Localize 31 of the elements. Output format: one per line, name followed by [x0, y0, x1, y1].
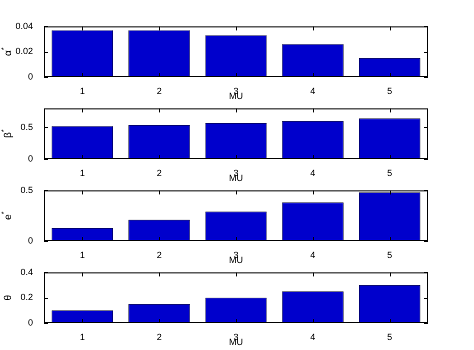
x-tick-label: 1 [80, 250, 85, 260]
y-tick-label: 0.04 [15, 20, 33, 31]
x-tick-label: 4 [310, 250, 316, 260]
x-tick-label: 2 [156, 86, 162, 96]
x-tick-label: 5 [387, 250, 392, 260]
x-tick-label: 2 [156, 250, 162, 260]
x-tick-label: 4 [310, 168, 316, 178]
x-tick-label: 2 [156, 332, 162, 342]
x-tick-label: 3 [233, 86, 239, 96]
y-tick-label: 0.4 [20, 266, 33, 277]
x-tick-label: 5 [387, 168, 392, 178]
x-tick-label: 1 [80, 86, 85, 96]
x-tick-label: 2 [156, 168, 162, 178]
x-tick-label: 4 [310, 332, 316, 342]
y-tick-label: 0.5 [20, 122, 33, 132]
y-tick-label: 0.02 [15, 46, 33, 56]
y-tick-label: 0 [28, 153, 33, 164]
y-tick-label: 0 [28, 235, 33, 246]
x-tick-label: 1 [80, 168, 85, 178]
x-tick-label: 3 [233, 250, 239, 260]
y-axis-title: θ [2, 294, 14, 300]
x-tick-label: 3 [233, 332, 239, 342]
x-tick-label: 1 [80, 332, 85, 342]
y-tick-label: 0.2 [20, 292, 33, 302]
x-tick-label: 3 [233, 168, 239, 178]
x-tick-label: 4 [310, 86, 316, 96]
y-tick-label: 0.5 [20, 184, 33, 195]
x-tick-label: 5 [387, 86, 392, 96]
x-tick-label: 5 [387, 332, 392, 342]
y-tick-label: 0 [28, 317, 33, 328]
y-tick-label: 0 [28, 71, 33, 82]
